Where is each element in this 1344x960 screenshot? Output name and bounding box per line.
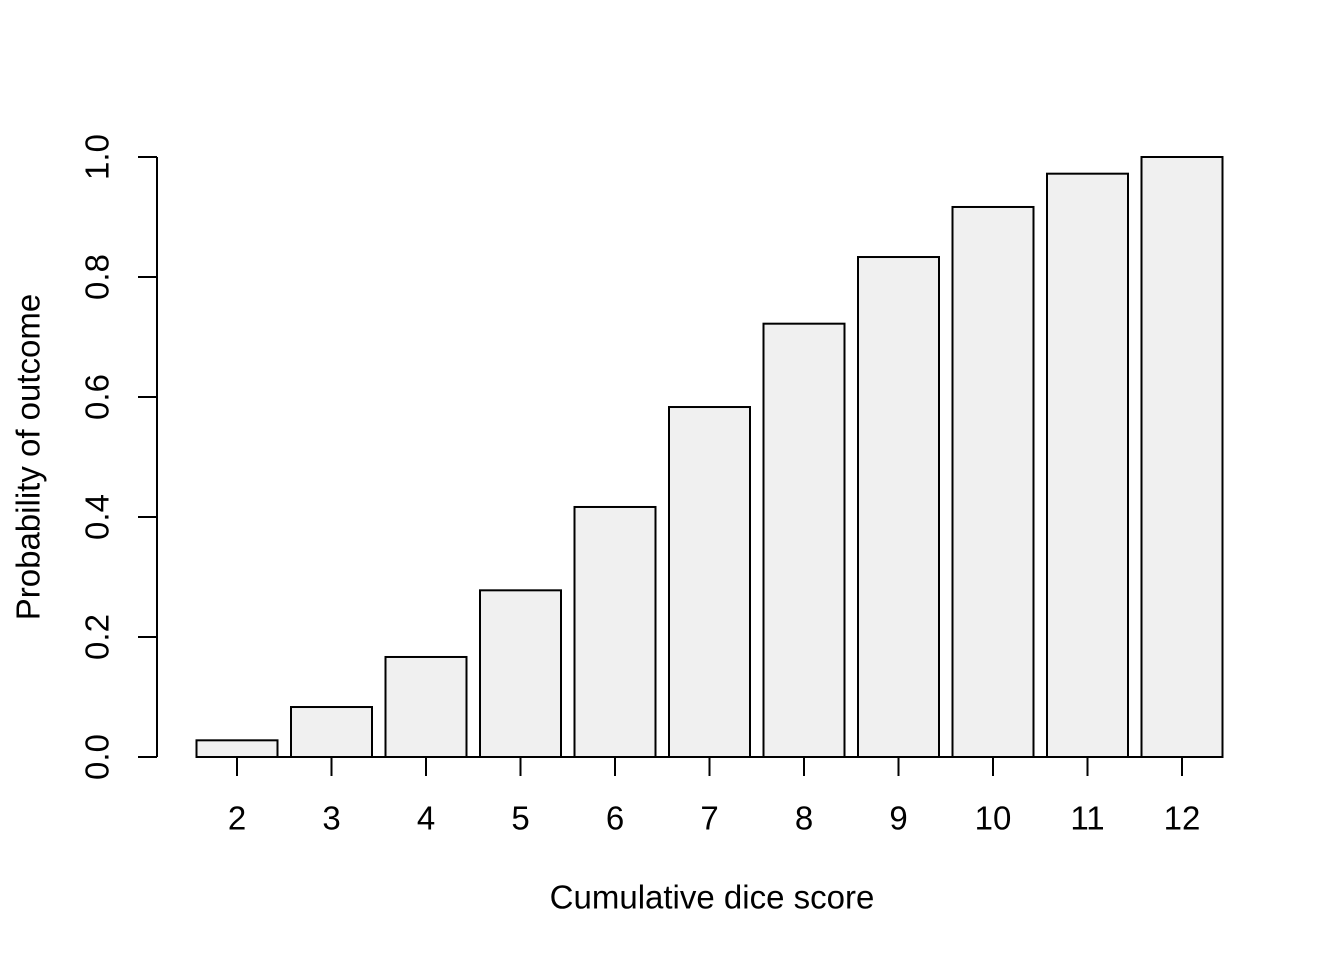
x-tick-label: 10 [975, 800, 1012, 837]
bar-12 [1140, 156, 1224, 758]
x-tick-label: 5 [511, 800, 529, 837]
x-tick-label: 2 [228, 800, 246, 837]
bar-5 [479, 589, 562, 758]
bar-3 [290, 706, 373, 759]
y-tick-label: 0.2 [79, 614, 116, 660]
x-tick-label: 8 [795, 800, 813, 837]
x-tick-label: 3 [322, 800, 340, 837]
x-tick-label: 4 [417, 800, 435, 837]
x-tick-label: 7 [700, 800, 718, 837]
y-tick-label: 0.4 [79, 494, 116, 540]
x-tick-label: 11 [1070, 800, 1104, 837]
bar-8 [762, 322, 846, 758]
bar-9 [857, 256, 940, 758]
bar-11 [1046, 172, 1129, 758]
x-tick-label: 9 [889, 800, 907, 837]
y-tick-label: 0.0 [79, 734, 116, 780]
y-tick-label: 0.6 [79, 374, 116, 420]
y-tick-label: 1.0 [79, 134, 116, 180]
x-tick-label: 6 [606, 800, 624, 837]
x-tick-label: 12 [1164, 800, 1201, 837]
bar-10 [951, 205, 1035, 759]
y-axis-title: Probability of outcome [9, 293, 47, 621]
bar-7 [668, 406, 751, 758]
bar-2 [195, 739, 279, 759]
bar-6 [573, 505, 657, 759]
bar-4 [384, 655, 468, 758]
x-axis-title: Cumulative dice score [549, 878, 875, 916]
y-tick-label: 0.8 [79, 254, 116, 300]
